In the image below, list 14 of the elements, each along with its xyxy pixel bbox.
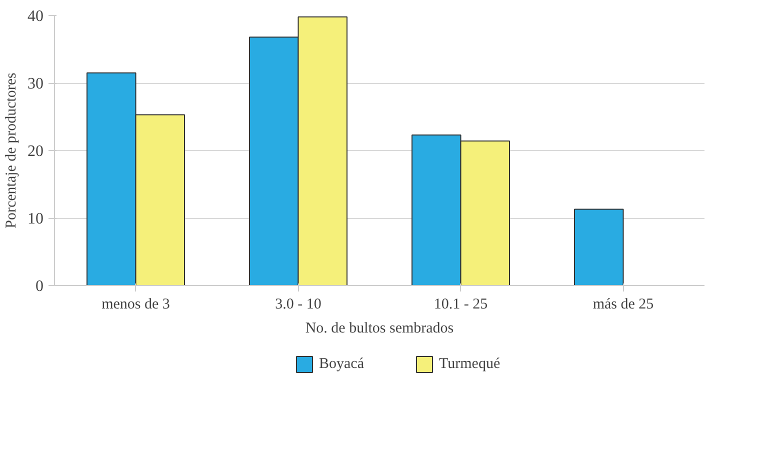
legend-label: Turmequé <box>438 356 500 372</box>
legend-label: Boyacá <box>319 356 364 372</box>
x-tick-label: más de 25 <box>592 296 654 312</box>
y-tick-label: 30 <box>28 76 44 92</box>
x-tick-label: 3.0 - 10 <box>275 296 322 312</box>
y-tick-label: 20 <box>28 143 44 160</box>
x-tick-label: menos de 3 <box>102 296 170 312</box>
x-tick-label: 10.1 - 25 <box>434 296 488 312</box>
x-axis-title: No. de bultos sembrados <box>305 320 454 336</box>
y-tick-label: 10 <box>28 210 44 228</box>
y-axis-title: Porcentaje de productores <box>4 72 20 228</box>
y-tick-label: 0 <box>36 278 44 295</box>
bar <box>574 208 624 286</box>
y-tick-label: 40 <box>28 8 44 25</box>
